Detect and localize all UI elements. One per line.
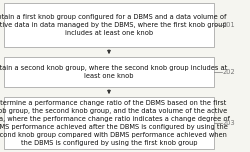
Bar bbox=[4, 3, 214, 47]
Bar bbox=[4, 97, 214, 149]
Text: Obtain a first knob group configured for a DBMS and a data volume of
active data: Obtain a first knob group configured for… bbox=[0, 14, 226, 36]
Text: 203: 203 bbox=[223, 120, 235, 126]
Text: 201: 201 bbox=[223, 22, 235, 28]
Text: Obtain a second knob group, where the second knob group includes at
least one kn: Obtain a second knob group, where the se… bbox=[0, 65, 228, 79]
Text: Determine a performance change ratio of the DBMS based on the first
knob group, : Determine a performance change ratio of … bbox=[0, 100, 230, 146]
Bar bbox=[4, 57, 214, 87]
Text: 202: 202 bbox=[223, 69, 236, 75]
